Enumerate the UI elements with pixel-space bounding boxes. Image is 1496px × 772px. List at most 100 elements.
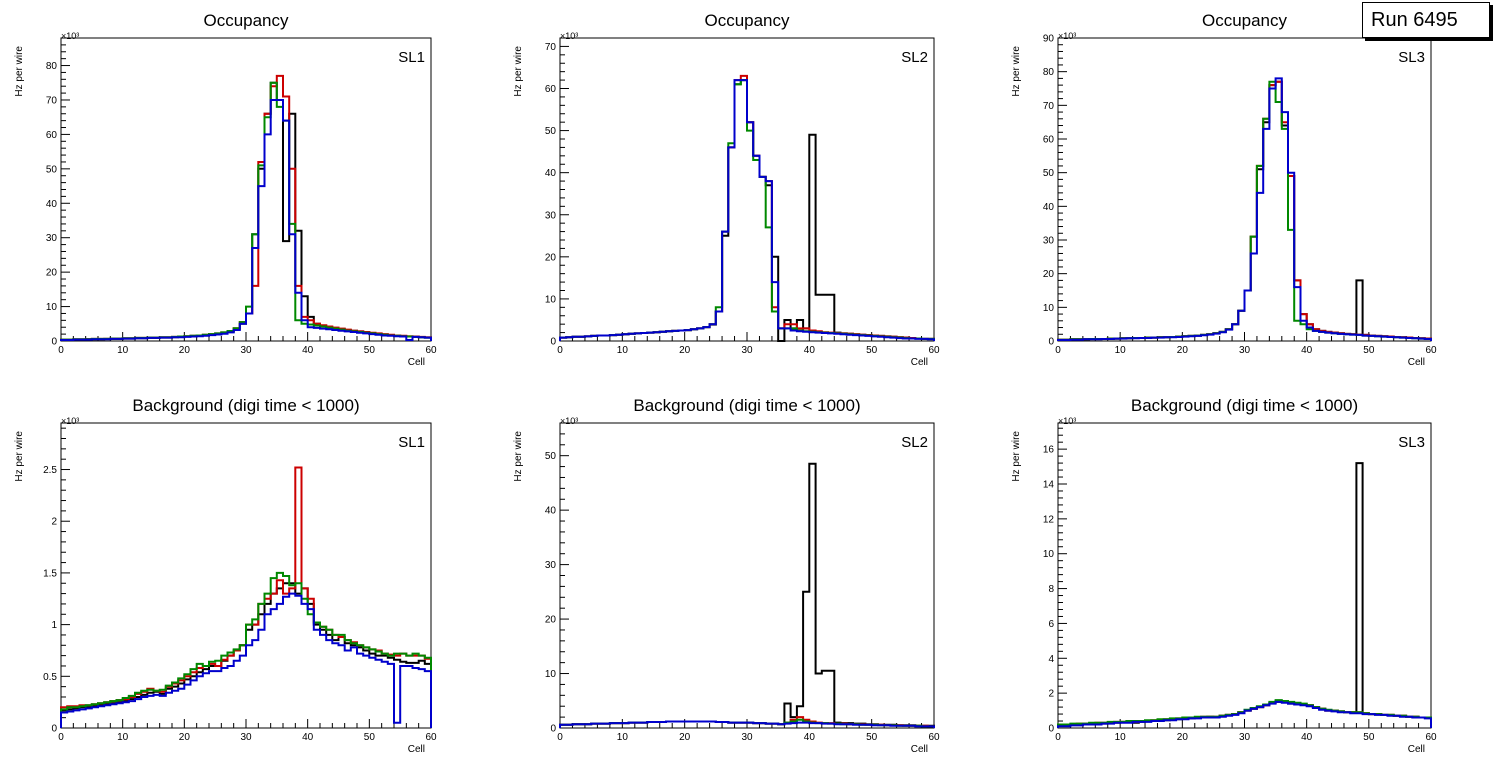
x-tick-label: 40 <box>302 732 314 743</box>
y-tick-label: 0.5 <box>43 672 57 683</box>
series-layer1 <box>559 462 935 728</box>
chart-title: Background (digi time < 1000) <box>1131 396 1358 415</box>
x-tick-label: 0 <box>58 345 64 356</box>
x-tick-label: 20 <box>179 732 191 743</box>
series-layer4 <box>1057 700 1432 728</box>
y-tick-label: 40 <box>545 506 557 517</box>
x-tick-label: 50 <box>866 732 878 743</box>
chart-title: Occupancy <box>704 11 790 30</box>
y-tick-label: 0 <box>1048 724 1054 735</box>
y-tick-label: 2 <box>51 517 57 528</box>
series-layer4 <box>559 79 935 341</box>
y-tick-label: 20 <box>545 252 557 263</box>
y-tick-label: 0 <box>1048 337 1054 348</box>
axis-exponent: ×10³ <box>560 416 578 426</box>
x-tick-label: 30 <box>240 345 252 356</box>
y-tick-label: 0 <box>550 337 556 348</box>
y-axis-label: Hz per wire <box>1011 46 1022 97</box>
x-axis-label: Cell <box>408 744 425 755</box>
y-tick-label: 1 <box>51 620 57 631</box>
series-layer1 <box>1057 462 1432 728</box>
chart-title: Background (digi time < 1000) <box>132 396 359 415</box>
x-tick-label: 20 <box>679 732 691 743</box>
y-tick-label: 10 <box>46 302 58 313</box>
y-tick-label: 2.5 <box>43 465 57 476</box>
plot-frame <box>60 37 432 342</box>
x-tick-label: 60 <box>425 345 437 356</box>
series-layer2 <box>60 466 432 728</box>
y-tick-label: 20 <box>545 615 557 626</box>
y-tick-label: 80 <box>1043 67 1055 78</box>
chart-panel-6: 0 10 20 30 40 50 60 0 2 4 6 8 10 12 14 16 Background (di… <box>1011 396 1437 755</box>
chart-title: Occupancy <box>203 11 289 30</box>
y-tick-label: 50 <box>46 164 58 175</box>
y-tick-label: 4 <box>1048 654 1054 665</box>
y-tick-label: 0 <box>51 337 57 348</box>
series-layer3 <box>60 81 432 341</box>
x-tick-label: 0 <box>557 732 563 743</box>
series-layer4 <box>60 99 432 341</box>
y-tick-label: 50 <box>545 126 557 137</box>
x-axis-label: Cell <box>1408 744 1425 755</box>
superlayer-tag: SL3 <box>1398 49 1425 66</box>
x-tick-label: 30 <box>1239 732 1251 743</box>
y-tick-label: 10 <box>1043 549 1055 560</box>
x-tick-label: 20 <box>1177 345 1189 356</box>
x-tick-label: 10 <box>1115 732 1127 743</box>
y-tick-label: 50 <box>1043 168 1055 179</box>
x-tick-label: 30 <box>240 732 252 743</box>
chart-panel-4: 0 10 20 30 40 50 60 0 0.5 1 1.5 2 2.5 Background (dig… <box>14 396 437 755</box>
series-layer4 <box>1057 77 1432 341</box>
x-tick-label: 10 <box>617 345 629 356</box>
y-tick-label: 10 <box>1043 303 1055 314</box>
y-tick-label: 20 <box>1043 269 1055 280</box>
x-tick-label: 50 <box>1363 732 1375 743</box>
x-tick-label: 30 <box>1239 345 1251 356</box>
x-tick-label: 10 <box>617 732 629 743</box>
y-tick-label: 30 <box>545 210 557 221</box>
run-number-box: Run 6495 <box>1362 2 1490 38</box>
x-tick-label: 40 <box>302 345 314 356</box>
axis-exponent: ×10³ <box>61 416 79 426</box>
y-tick-label: 70 <box>46 95 58 106</box>
y-tick-label: 80 <box>46 61 58 72</box>
plot-frame <box>1057 422 1432 729</box>
axis-exponent: ×10³ <box>61 31 79 41</box>
y-tick-label: 20 <box>46 268 58 279</box>
x-tick-label: 30 <box>741 345 753 356</box>
x-tick-label: 40 <box>1301 345 1313 356</box>
y-tick-label: 60 <box>545 84 557 95</box>
superlayer-tag: SL2 <box>901 49 928 66</box>
run-number-label: Run 6495 <box>1371 9 1458 31</box>
y-tick-label: 14 <box>1043 480 1055 491</box>
x-tick-label: 0 <box>58 732 64 743</box>
plot-frame <box>60 422 432 729</box>
series-layer4 <box>60 592 432 728</box>
axis-exponent: ×10³ <box>1058 416 1076 426</box>
y-tick-label: 10 <box>545 669 557 680</box>
x-tick-label: 10 <box>1115 345 1127 356</box>
y-tick-label: 0 <box>550 724 556 735</box>
x-tick-label: 50 <box>364 732 376 743</box>
y-tick-label: 10 <box>545 294 557 305</box>
y-tick-label: 60 <box>1043 135 1055 146</box>
chart-panel-5: 0 10 20 30 40 50 60 0 10 20 30 40 50 Background (digi… <box>513 396 940 755</box>
x-axis-label: Cell <box>408 357 425 368</box>
x-tick-label: 60 <box>928 732 940 743</box>
y-tick-label: 30 <box>1043 236 1055 247</box>
chart-panel-2: 0 10 20 30 40 50 60 0 10 20 30 40 50 60 70 Occupancy SL2… <box>513 11 940 368</box>
chart-title: Background (digi time < 1000) <box>633 396 860 415</box>
chart-panel-3: 0 10 20 30 40 50 60 0 10 20 30 40 50 60 70 80 90 Occupanc… <box>1011 11 1437 368</box>
y-tick-label: 0 <box>51 724 57 735</box>
y-tick-label: 70 <box>1043 101 1055 112</box>
y-tick-label: 40 <box>46 199 58 210</box>
x-tick-label: 0 <box>1055 345 1061 356</box>
y-tick-label: 6 <box>1048 619 1054 630</box>
series-layer2 <box>60 74 432 341</box>
x-axis-label: Cell <box>911 744 928 755</box>
series-layer4 <box>559 720 935 728</box>
x-tick-label: 30 <box>741 732 753 743</box>
x-tick-label: 50 <box>866 345 878 356</box>
x-tick-label: 50 <box>364 345 376 356</box>
